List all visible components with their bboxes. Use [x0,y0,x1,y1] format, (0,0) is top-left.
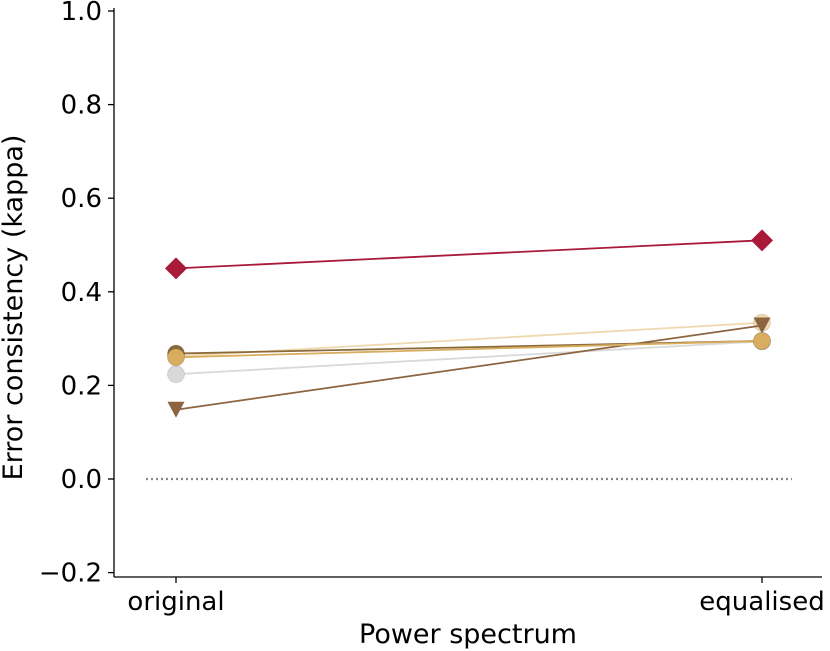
series-line [175,324,763,411]
series-layer [165,229,773,418]
data-point-triangle [167,401,185,418]
x-tick-label: equalised [699,587,824,617]
series-2 [167,317,771,418]
series-5 [165,229,773,280]
data-point-diamond [751,229,773,252]
series-line [175,239,763,270]
data-point-circle [753,332,771,350]
data-point-triangle [753,317,771,334]
data-point-circle [167,348,185,367]
y-ticks: −0.2 0.0 0.2 0.4 0.6 0.8 1.0 [39,0,114,589]
x-axis-title: Power spectrum [359,619,577,650]
x-tick-label: original [127,587,224,617]
y-tick-label: 0.0 [61,465,102,495]
series-line [175,340,763,359]
y-tick-label: 0.6 [61,184,102,214]
data-point-circle [167,365,185,384]
axes [113,8,822,578]
y-tick-label: −0.2 [39,559,102,589]
x-ticks: original equalised [127,577,825,617]
y-tick-label: 0.4 [61,278,102,308]
series-4 [167,332,771,367]
data-point-diamond [165,257,187,280]
y-tick-label: 0.2 [61,371,102,401]
y-tick-label: 1.0 [61,0,102,27]
y-tick-label: 0.8 [61,91,102,121]
y-axis-title: Error consistency (kappa) [0,135,29,481]
series-line [175,340,763,376]
